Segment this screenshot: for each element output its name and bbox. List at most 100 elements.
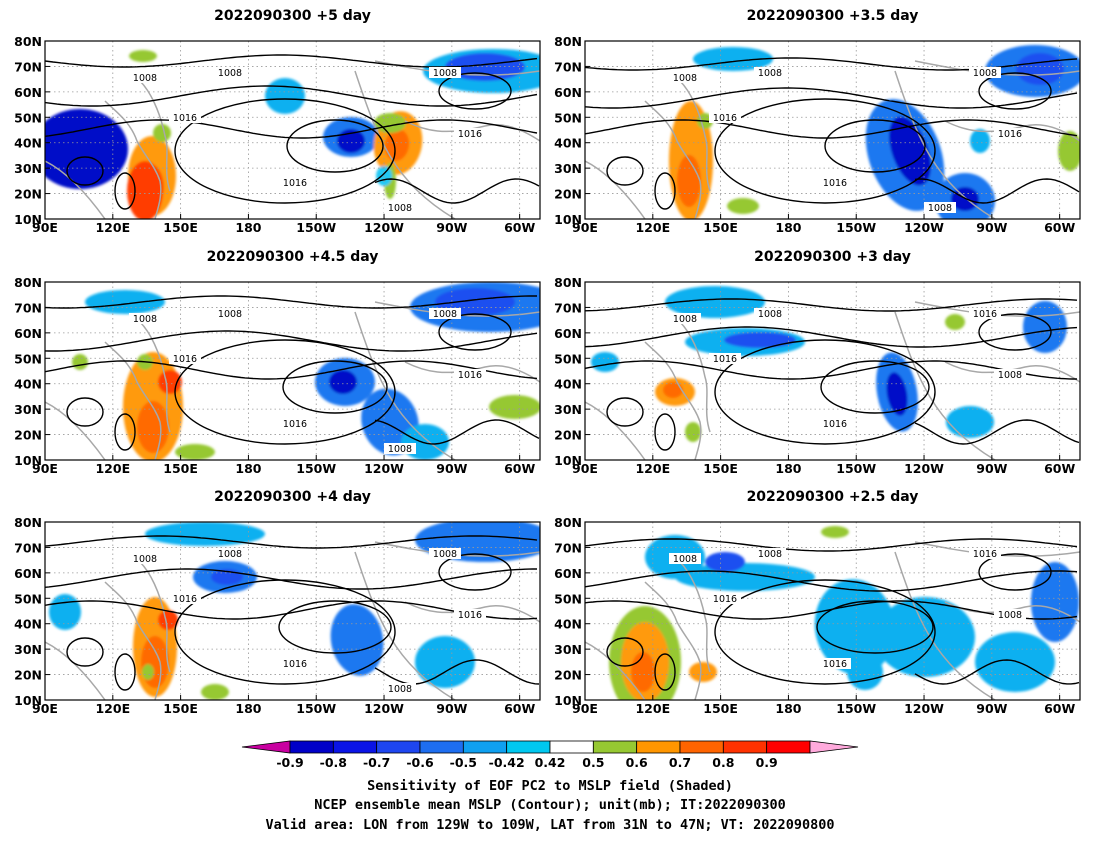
mslp-contours [45, 54, 540, 210]
y-tick-label: 30N [554, 642, 582, 657]
x-tick-label: 180 [235, 220, 261, 235]
panel-title: 2022090300 +4 day [214, 489, 371, 505]
x-tick-label: 60W [1044, 220, 1075, 235]
y-tick-label: 40N [554, 136, 582, 151]
contour-label: 1016 [458, 610, 482, 621]
x-tick-label: 90E [572, 701, 598, 716]
colorbar-tick-label: 0.42 [535, 755, 566, 770]
map-panel-2: 1008 1008 1008 1016 1016 1016 1008 2022090300 +… [554, 8, 1081, 235]
x-tick-label: 90E [572, 461, 598, 476]
contour-label: 1016 [823, 419, 847, 430]
map-plot-area: 1008 1008 1016 1016 1016 1008 [585, 282, 1080, 460]
x-tick-label: 180 [235, 701, 261, 716]
x-tick-label: 150W [296, 220, 336, 235]
contour-label: 1008 [388, 444, 412, 455]
contour-label: 1008 [998, 610, 1022, 621]
contour-label: 1008 [673, 314, 697, 325]
y-tick-label: 40N [14, 136, 42, 151]
contour-label: 1016 [973, 309, 997, 320]
map-plot-area: 1008 1008 1008 1016 1016 1016 1008 [45, 522, 540, 700]
x-tick-label: 90W [436, 701, 467, 716]
figure-caption: Sensitivity of EOF PC2 to MSLP field (Sh… [266, 778, 835, 833]
mslp-contours [45, 295, 540, 451]
y-tick-label: 80N [14, 275, 42, 290]
y-tick-label: 20N [14, 668, 42, 683]
colorbar-segment [289, 740, 334, 754]
shaded-region [142, 664, 154, 680]
shaded-region [705, 552, 745, 572]
y-tick-label: 20N [14, 428, 42, 443]
contour-label: 1008 [218, 68, 242, 79]
coastlines [585, 541, 1080, 700]
x-tick-label: 120W [904, 701, 944, 716]
coastline [404, 120, 540, 142]
x-tick-label: 90W [436, 220, 467, 235]
x-tick-label: 60W [1044, 701, 1075, 716]
colorbar-segment [636, 740, 681, 754]
y-tick-label: 20N [14, 187, 42, 202]
shaded-region [693, 47, 773, 71]
coastline [679, 321, 711, 433]
map-plot-area: 1008 1008 1016 1016 1016 1008 [585, 522, 1080, 700]
panel-title: 2022090300 +3 day [754, 249, 911, 265]
gridlines [45, 282, 540, 460]
colorbar-segment [419, 740, 464, 754]
coastline [354, 551, 456, 700]
y-tick-label: 30N [554, 161, 582, 176]
y-tick-label: 60N [554, 326, 582, 341]
contour-label: 1008 [218, 549, 242, 560]
shaded-region [975, 632, 1055, 692]
x-tick-label: 150W [836, 220, 876, 235]
x-tick-label: 120E [95, 220, 130, 235]
x-tick-label: 90W [436, 461, 467, 476]
coastline [139, 321, 171, 433]
y-tick-label: 50N [14, 110, 42, 125]
shaded-region [489, 395, 540, 419]
shaded-region [85, 290, 165, 314]
y-tick-label: 30N [14, 642, 42, 657]
y-tick-label: 80N [14, 515, 42, 530]
shaded-region [665, 286, 765, 318]
x-tick-label: 120W [904, 220, 944, 235]
x-tick-label: 150E [163, 220, 198, 235]
y-tick-label: 10N [554, 693, 582, 708]
mslp-contours [45, 535, 540, 691]
contour-label: 1016 [713, 594, 737, 605]
y-tick-label: 10N [14, 212, 42, 227]
coastline [894, 551, 996, 700]
shaded-region [970, 129, 990, 153]
colorbar-tick-label: 0.8 [712, 755, 734, 770]
x-tick-label: 120W [364, 701, 404, 716]
shaded-region [821, 526, 849, 538]
y-tick-label: 60N [554, 85, 582, 100]
map-panel-4: 1008 1008 1016 1016 1016 1008 2022090300 +3 da… [554, 249, 1081, 476]
shaded-region [158, 370, 182, 394]
caption-line-1: Sensitivity of EOF PC2 to MSLP field (Sh… [367, 778, 733, 794]
x-tick-label: 90E [32, 701, 58, 716]
x-tick-label: 150E [703, 461, 738, 476]
shaded-region [847, 654, 883, 690]
y-tick-label: 80N [14, 34, 42, 49]
x-tick-label: 120E [635, 701, 670, 716]
y-tick-label: 10N [14, 693, 42, 708]
shaded-region [265, 78, 305, 114]
y-tick-label: 60N [554, 566, 582, 581]
x-tick-label: 180 [235, 461, 261, 476]
colorbar-segment [722, 740, 768, 754]
y-tick-label: 80N [554, 275, 582, 290]
contour-label: 1016 [998, 129, 1022, 140]
x-tick-label: 90E [572, 220, 598, 235]
y-tick-label: 70N [14, 59, 42, 74]
colorbar-segment [462, 740, 508, 754]
x-tick-label: 150E [703, 701, 738, 716]
shaded-region [689, 662, 717, 682]
shaded-region [1016, 53, 1064, 85]
contour-label: 1016 [283, 659, 307, 670]
coastline [679, 561, 711, 673]
y-tick-label: 30N [554, 402, 582, 417]
contour-label: 1008 [133, 554, 157, 565]
panel-title: 2022090300 +2.5 day [747, 489, 919, 505]
contour-label: 1008 [388, 684, 412, 695]
map-panel-5: 1008 1008 1008 1016 1016 1016 1008 2022090300 +… [14, 489, 541, 716]
coastlines [45, 541, 540, 700]
